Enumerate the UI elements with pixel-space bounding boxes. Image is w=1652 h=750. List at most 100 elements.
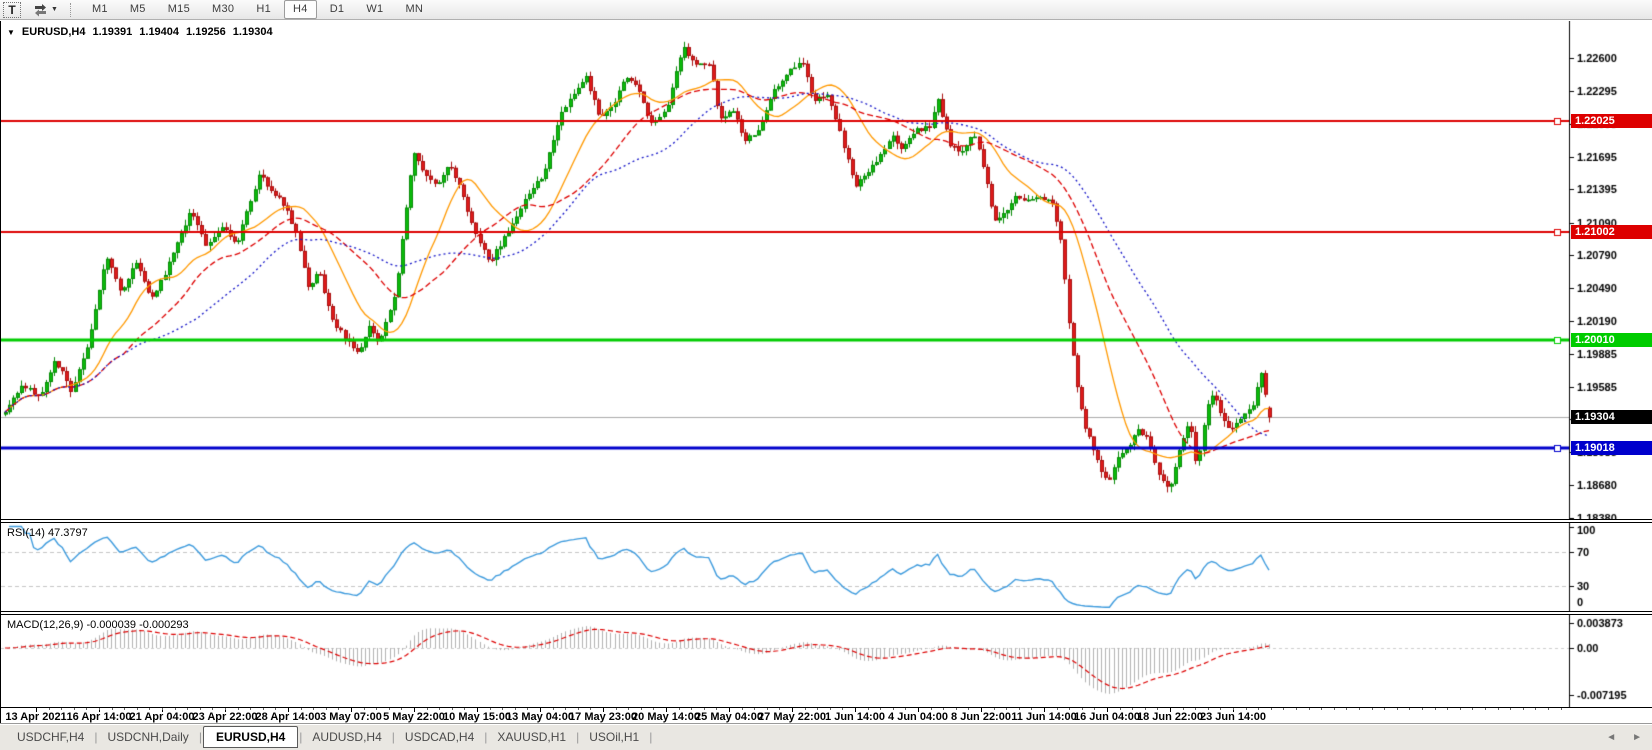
time-axis-minor-tick <box>49 708 50 710</box>
rsi-panel: RSI(14) 47.3797 <box>1 523 1652 611</box>
time-axis-minor-tick <box>1498 708 1499 710</box>
time-axis-minor-tick <box>376 708 377 710</box>
rsi-canvas[interactable] <box>1 523 1652 611</box>
time-axis-minor-tick <box>1271 708 1272 710</box>
timeframe-button-m15[interactable]: M15 <box>167 3 191 15</box>
ohlc-high: 1.19404 <box>139 26 180 38</box>
time-axis-minor-tick <box>338 708 339 710</box>
time-axis-minor-tick <box>61 708 62 710</box>
time-axis-label: 5 May 22:00 <box>383 711 445 723</box>
time-axis-tick <box>414 708 415 712</box>
chart-tab-xauusd-h1[interactable]: XAUUSD,H1 <box>497 730 567 744</box>
text-tool-button[interactable]: T <box>3 1 21 18</box>
time-axis-minor-tick <box>1069 708 1070 710</box>
time-axis-label: 28 Apr 14:00 <box>255 711 321 723</box>
time-axis-minor-tick <box>893 708 894 710</box>
chart-tab-eurusd-h4[interactable]: EURUSD,H4 <box>202 726 299 748</box>
timeframe-button-h4[interactable]: H4 <box>284 0 317 19</box>
time-axis-tick <box>477 708 478 712</box>
chart-tab-usdchf-h4[interactable]: USDCHF,H4 <box>17 730 85 744</box>
time-axis-tick <box>1107 708 1108 712</box>
timeframe-button-m5[interactable]: M5 <box>129 3 146 15</box>
time-axis-tick <box>288 708 289 712</box>
macd-canvas[interactable] <box>1 615 1652 707</box>
time-axis-minor-tick <box>1561 708 1562 710</box>
timeframe-button-m30[interactable]: M30 <box>212 3 235 15</box>
time-axis[interactable]: 13 Apr 2021 16 Apr 14:00 21 Apr 04:00 23 Ap… <box>1 707 1652 723</box>
scroll-tabs-right-icon[interactable]: ► <box>1632 732 1642 743</box>
time-axis-minor-tick <box>679 708 680 710</box>
time-axis-label: 27 May 22:00 <box>758 711 826 723</box>
chart-tab-bar: USDCHF,H4 | USDCNH,Daily | EURUSD,H4 | AUDUSD,… <box>0 723 1652 750</box>
time-axis-minor-tick <box>1346 708 1347 710</box>
time-axis-minor-tick <box>389 708 390 710</box>
time-axis-tick <box>351 708 352 712</box>
time-axis-minor-tick <box>1094 708 1095 710</box>
time-axis-minor-tick <box>1384 708 1385 710</box>
time-axis-tick <box>918 708 919 712</box>
time-axis-minor-tick <box>364 708 365 710</box>
timeframe-button-mn[interactable]: MN <box>405 3 424 15</box>
chart-tab-usdcad-h4[interactable]: USDCAD,H4 <box>404 730 475 744</box>
tab-scroll-arrows: ◄ ► <box>1606 724 1642 750</box>
time-axis-label: 23 Apr 22:00 <box>192 711 258 723</box>
time-axis-minor-tick <box>187 708 188 710</box>
time-axis-minor-tick <box>1397 708 1398 710</box>
toolbar-separator <box>69 2 71 17</box>
collapse-triangle-icon[interactable]: ▼ <box>7 27 15 37</box>
time-axis-minor-tick <box>943 708 944 710</box>
time-axis-minor-tick <box>301 708 302 710</box>
time-axis-minor-tick <box>250 708 251 710</box>
price-chart-canvas[interactable] <box>1 21 1652 519</box>
time-axis-minor-tick <box>238 708 239 710</box>
time-axis-minor-tick <box>553 708 554 710</box>
chart-tab-usdcnh-daily[interactable]: USDCNH,Daily <box>107 730 189 744</box>
time-axis-tick <box>729 708 730 712</box>
timeframe-button-h1[interactable]: H1 <box>256 3 272 15</box>
timeframe-button-w1[interactable]: W1 <box>366 3 384 15</box>
time-axis-minor-tick <box>74 708 75 710</box>
time-axis-label: 11 Jun 14:00 <box>1011 711 1077 723</box>
chart-tab-usoil-h1[interactable]: USOil,H1 <box>589 730 640 744</box>
time-axis-minor-tick <box>1510 708 1511 710</box>
timeframe-button-m1[interactable]: M1 <box>91 3 108 15</box>
time-axis-label: 10 May 15:00 <box>443 711 511 723</box>
time-axis-minor-tick <box>1082 708 1083 710</box>
time-axis-minor-tick <box>1435 708 1436 710</box>
time-axis-minor-tick <box>99 708 100 710</box>
time-axis-tick <box>1233 708 1234 712</box>
timeframe-button-d1[interactable]: D1 <box>329 3 345 15</box>
ohlc-close: 1.19304 <box>232 26 273 38</box>
time-axis-minor-tick <box>149 708 150 710</box>
time-axis-minor-tick <box>1409 708 1410 710</box>
time-axis-minor-tick <box>754 708 755 710</box>
time-axis-label: 20 May 14:00 <box>632 711 700 723</box>
time-axis-minor-tick <box>1057 708 1058 710</box>
time-axis-tick <box>162 708 163 712</box>
time-axis-tick <box>225 708 226 712</box>
time-axis-minor-tick <box>767 708 768 710</box>
cursor-arrows-tool-button[interactable]: ▼ <box>33 3 58 17</box>
time-axis-minor-tick <box>1220 708 1221 710</box>
time-axis-label: 21 Apr 04:00 <box>129 711 195 723</box>
time-axis-minor-tick <box>931 708 932 710</box>
time-axis-tick <box>99 708 100 712</box>
ohlc-open: 1.19391 <box>92 26 133 38</box>
chart-tab-audusd-h4[interactable]: AUDUSD,H4 <box>312 730 382 744</box>
time-axis-minor-tick <box>994 708 995 710</box>
panel-separator[interactable] <box>1 611 1652 615</box>
time-axis-tick <box>855 708 856 712</box>
time-axis-label: 23 Jun 14:00 <box>1199 711 1267 723</box>
time-axis-minor-tick <box>1309 708 1310 710</box>
time-axis-minor-tick <box>313 708 314 710</box>
scroll-tabs-left-icon[interactable]: ◄ <box>1606 732 1617 743</box>
time-axis-minor-tick <box>1233 708 1234 710</box>
time-axis-minor-tick <box>1258 708 1259 710</box>
time-axis-minor-tick <box>1472 708 1473 710</box>
time-axis-label: 4 Jun 04:00 <box>888 711 948 723</box>
time-axis-minor-tick <box>1006 708 1007 710</box>
tab-divider: | <box>94 730 98 744</box>
time-axis-minor-tick <box>578 708 579 710</box>
panel-separator[interactable] <box>1 519 1652 523</box>
